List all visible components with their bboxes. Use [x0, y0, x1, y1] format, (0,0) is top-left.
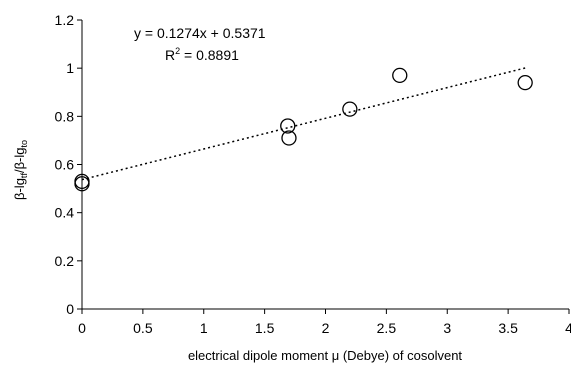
y-tick-label: 0.2: [55, 253, 75, 269]
r-squared-superscript: 2: [175, 46, 180, 56]
y-axis-title-sub2: to: [19, 140, 29, 148]
x-tick-label: 2: [322, 320, 330, 336]
x-tick-label: 3.5: [498, 320, 518, 336]
trendline: [81, 67, 526, 181]
x-tick-label: 4: [565, 320, 571, 336]
y-tick-label: 1: [66, 60, 74, 76]
r-squared-value: = 0.8891: [180, 47, 239, 63]
data-point: [342, 101, 358, 117]
y-axis-title-part2: /β-lg: [12, 148, 27, 174]
x-tick-label: 3: [443, 320, 451, 336]
r-squared-label: R2 = 0.8891: [165, 46, 239, 63]
y-axis-title-sub1: tf: [19, 173, 29, 179]
data-point: [281, 130, 297, 146]
x-tick-label: 1: [200, 320, 208, 336]
y-axis-title-part1: β-lg: [12, 178, 27, 200]
y-tick-label: 0.4: [55, 205, 75, 221]
data-point: [280, 118, 296, 134]
x-tick-label: 0.5: [133, 320, 153, 336]
x-axis-ticks: 0 0.5 1 1.5 2 2.5 3 3.5 4: [78, 309, 571, 336]
y-tick-label: 0.8: [55, 108, 75, 124]
y-tick-label: 0: [66, 301, 74, 317]
x-tick-label: 2.5: [377, 320, 397, 336]
data-point: [517, 74, 533, 91]
y-axis-ticks: 0 0.2 0.4 0.6 0.8 1 1.2: [55, 12, 82, 317]
data-point: [392, 67, 408, 84]
y-axis-title: β-lgtf/β-lgto: [12, 140, 29, 200]
y-tick-label: 0.6: [55, 157, 75, 173]
data-point: [74, 176, 90, 192]
x-tick-label: 0: [78, 320, 86, 336]
x-tick-label: 1.5: [255, 320, 275, 336]
x-axis-title: electrical dipole moment μ (Debye) of co…: [188, 348, 462, 363]
r-squared-prefix: R: [165, 47, 175, 63]
data-points: [74, 67, 533, 192]
trendline-equation: y = 0.1274x + 0.5371: [134, 25, 266, 41]
y-tick-label: 1.2: [55, 12, 75, 28]
